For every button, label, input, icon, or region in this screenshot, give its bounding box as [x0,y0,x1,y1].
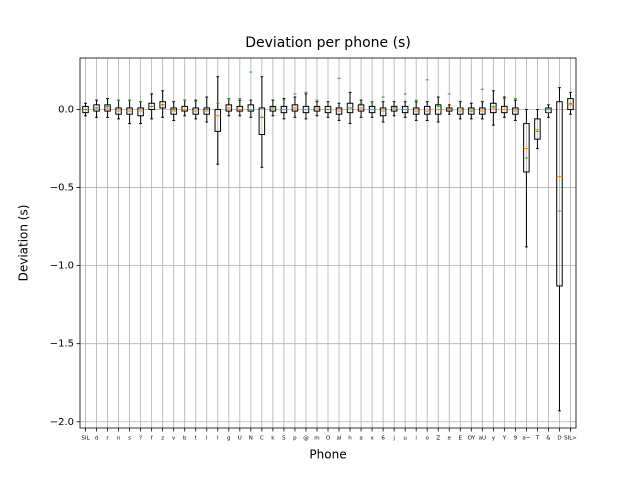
chart-title: Deviation per phone (s) [245,35,411,51]
box [390,105,398,112]
box [379,107,387,117]
y-tick-label: −2.0 [50,417,74,428]
box [269,105,277,112]
x-tick-label: g [227,436,231,442]
x-tick-label: D [557,436,561,442]
box [556,101,563,287]
x-tick-label: n [117,436,121,442]
x-tick-label: r [106,436,109,442]
x-tick-label: e [448,436,452,442]
x-tick-label: j [392,436,395,442]
x-tick-label: l [206,436,208,442]
x-tick-label: p [293,436,297,442]
x-tick-label: d [95,436,99,442]
x-tick-label: m [314,436,319,442]
box [214,109,222,132]
x-tick-label: N [249,436,253,442]
box [534,118,541,140]
x-tick-label: U [238,436,242,442]
x-tick-label: k [271,436,275,442]
box [423,105,431,115]
x-tick-label: b [183,436,187,442]
x-tick-label: ? [139,436,142,442]
box [523,123,530,173]
y-tick-label: 0.0 [58,105,74,116]
x-tick-label: E [459,436,463,442]
y-tick-label: −1.5 [50,339,74,350]
y-axis-label: Deviation (s) [17,205,31,282]
x-tick-label: O [326,436,331,442]
x-tick-label: o [426,436,430,442]
box [137,107,144,117]
box [247,104,255,112]
box [181,105,188,112]
plot-frame [79,57,577,429]
x-tick-label: OY [468,436,476,442]
box [313,105,321,112]
x-tick-label: 9 [514,436,518,442]
y-tick-label: −1.0 [50,261,74,272]
box [567,98,574,111]
x-tick-label: a [359,436,362,442]
x-tick-label: T [535,436,540,442]
x-tick-label: S [282,436,286,442]
x-tick-label: & [546,436,551,442]
box [258,107,266,135]
x-tick-label: SIL> [564,436,577,442]
x-tick-label: aU [479,436,486,442]
x-tick-label: a~ [522,436,530,442]
x-tick-label: C [260,436,264,442]
x-tick-label: z [161,436,164,442]
x-tick-label: I [217,436,219,442]
x-tick-label: SIL [81,436,90,442]
x-tick-label: v [172,436,176,442]
x-tick-label: Y [502,436,507,442]
x-tick-label: Z [436,436,440,442]
x-tick-label: t [195,436,198,442]
x-tick-label: x [370,436,374,442]
x-tick-label: 6 [381,436,385,442]
y-tick-label: −0.5 [50,183,74,194]
x-axis-label: Phone [309,448,346,462]
x-tick-label: @ [303,436,309,442]
x-tick-label: s [128,436,131,442]
x-tick-label: i [415,436,417,442]
x-tick-label: y [492,436,496,442]
x-tick-label: h [348,436,352,442]
box [236,105,244,112]
x-tick-label: aI [337,436,342,442]
x-tick-label: u [403,436,407,442]
x-tick-label: f [151,436,154,442]
